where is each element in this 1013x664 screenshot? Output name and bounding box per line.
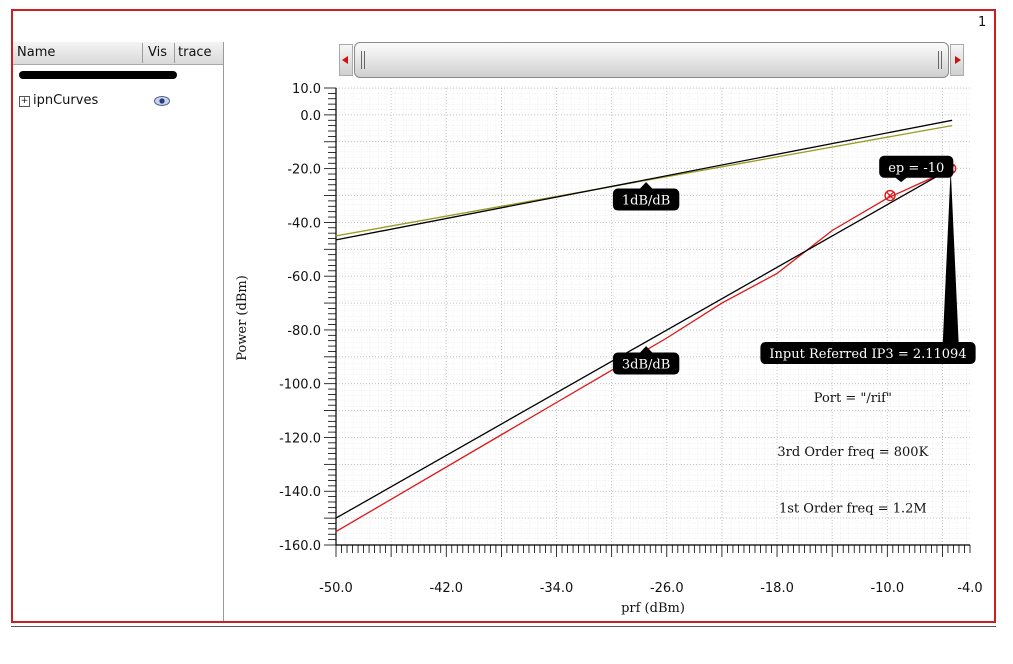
arrow-left-icon: [342, 56, 348, 64]
x-tick-label: -4.0: [957, 581, 982, 596]
note-text: Port = "/rif": [814, 391, 892, 406]
y-tick-label: -20.0: [287, 163, 321, 178]
trace-panel-header: Name Vis trace: [13, 42, 223, 65]
column-divider[interactable]: [174, 43, 175, 63]
marker-point: [884, 189, 896, 202]
y-axis-label: Power (dBm): [235, 275, 250, 361]
x-tick-label: -34.0: [540, 581, 574, 596]
marker-cross: [886, 191, 894, 200]
expand-toggle-icon[interactable]: +: [19, 96, 30, 107]
y-tick-label: -40.0: [287, 216, 321, 231]
axes: -50.0 -42.0 -34.0 -26.0 -18.0 -10.0 -4.0 10.0 0.…: [279, 82, 983, 596]
y-tick-label: -160.0: [279, 539, 321, 554]
note-text: 3rd Order freq = 800K: [777, 445, 928, 460]
y-tick-label: -120.0: [279, 431, 321, 446]
y-tick-label: -100.0: [279, 378, 321, 393]
annotation-text: ep = -10: [888, 161, 944, 176]
window-divider: [11, 626, 996, 627]
x-tick-label: -50.0: [319, 581, 353, 596]
annotation-box: [760, 342, 976, 365]
x-tick-label: -42.0: [429, 581, 463, 596]
grip-icon: [361, 51, 365, 69]
major-grid: [335, 87, 970, 546]
series-group: [335, 119, 953, 533]
scroll-left-button[interactable]: [339, 44, 353, 76]
grip-icon: [938, 51, 942, 69]
series-line-3: [335, 168, 952, 519]
x-tick-label: -18.0: [760, 581, 794, 596]
series-line-1: [335, 119, 953, 241]
scroll-right-button[interactable]: [950, 44, 964, 76]
column-header-vis[interactable]: Vis: [148, 45, 167, 60]
x-axis-label: prf (dBm): [621, 601, 685, 616]
horizontal-scroll-thumb[interactable]: [354, 42, 949, 78]
y-tick-label: -140.0: [279, 485, 321, 500]
column-divider[interactable]: [142, 43, 143, 63]
y-tick-label: 10.0: [292, 82, 321, 97]
x-tick-label: -10.0: [870, 581, 904, 596]
arrow-right-icon: [955, 56, 961, 64]
series-line-2: [335, 168, 951, 533]
annotation-pointer: [638, 346, 655, 355]
annotation-box: [612, 352, 680, 375]
annotation-text: 1dB/dB: [622, 194, 670, 209]
annotation-text: 3dB/dB: [622, 358, 670, 373]
column-header-name[interactable]: Name: [17, 45, 56, 60]
annotation-pointer: [942, 168, 959, 345]
note-text: 1st Order freq = 1.2M: [779, 501, 927, 516]
annotation-text: Input Referred IP3 = 2.11094: [769, 347, 966, 362]
tree-item-label[interactable]: ipnCurves: [33, 93, 99, 108]
y-tick-label: -80.0: [287, 324, 321, 339]
annotation-pointer: [638, 182, 655, 191]
plot-index-label: 1: [978, 15, 987, 30]
y-tick-label: -60.0: [287, 270, 321, 285]
annotations-group: 1dB/dB 3dB/dB ep = -10 Input Referred IP3 =…: [612, 155, 976, 375]
eye-icon[interactable]: [154, 95, 170, 107]
trace-panel: Name Vis trace + ipnCurves: [13, 42, 224, 621]
redacted-entry: [19, 71, 177, 79]
notes-group: Port = "/rif" 3rd Order freq = 800K 1st Or…: [777, 391, 928, 516]
y-tick-label: 0.0: [300, 109, 321, 124]
tree-item-ipncurves[interactable]: + ipnCurves: [13, 93, 223, 111]
column-header-trace[interactable]: trace: [178, 45, 212, 60]
x-tick-label: -26.0: [650, 581, 684, 596]
plot-area: [336, 88, 970, 545]
annotation-box: [612, 188, 680, 211]
annotation-box: [879, 155, 954, 178]
